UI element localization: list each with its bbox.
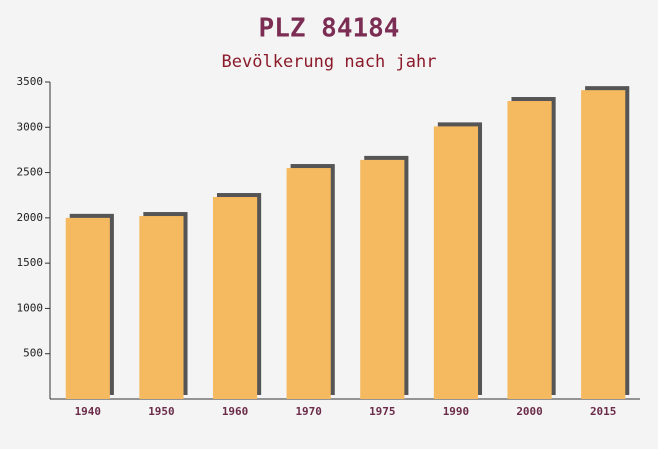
x-tick-label: 1975 bbox=[369, 405, 396, 418]
x-tick-label: 2015 bbox=[590, 405, 617, 418]
bar bbox=[65, 217, 110, 399]
chart-title: PLZ 84184 bbox=[259, 14, 400, 44]
bar bbox=[360, 159, 405, 399]
bar bbox=[581, 90, 626, 399]
bar bbox=[507, 101, 552, 400]
y-tick-label: 1500 bbox=[17, 256, 44, 269]
chart-subtitle: Bevölkerung nach jahr bbox=[222, 52, 437, 72]
x-tick-label: 1940 bbox=[75, 405, 102, 418]
x-tick-label: 2000 bbox=[516, 405, 543, 418]
y-tick-label: 1000 bbox=[17, 301, 44, 314]
y-tick-label: 2500 bbox=[17, 166, 44, 179]
x-tick-label: 1960 bbox=[222, 405, 249, 418]
y-tick-label: 3000 bbox=[17, 120, 44, 133]
y-tick-label: 500 bbox=[23, 347, 43, 360]
bar bbox=[139, 216, 184, 399]
y-tick-label: 2000 bbox=[17, 211, 44, 224]
bar bbox=[212, 197, 258, 399]
bar bbox=[433, 126, 479, 399]
y-tick-label: 3500 bbox=[17, 75, 44, 88]
x-tick-label: 1950 bbox=[148, 405, 175, 418]
x-tick-label: 1990 bbox=[443, 405, 470, 418]
bar bbox=[286, 168, 331, 399]
x-tick-label: 1970 bbox=[295, 405, 322, 418]
